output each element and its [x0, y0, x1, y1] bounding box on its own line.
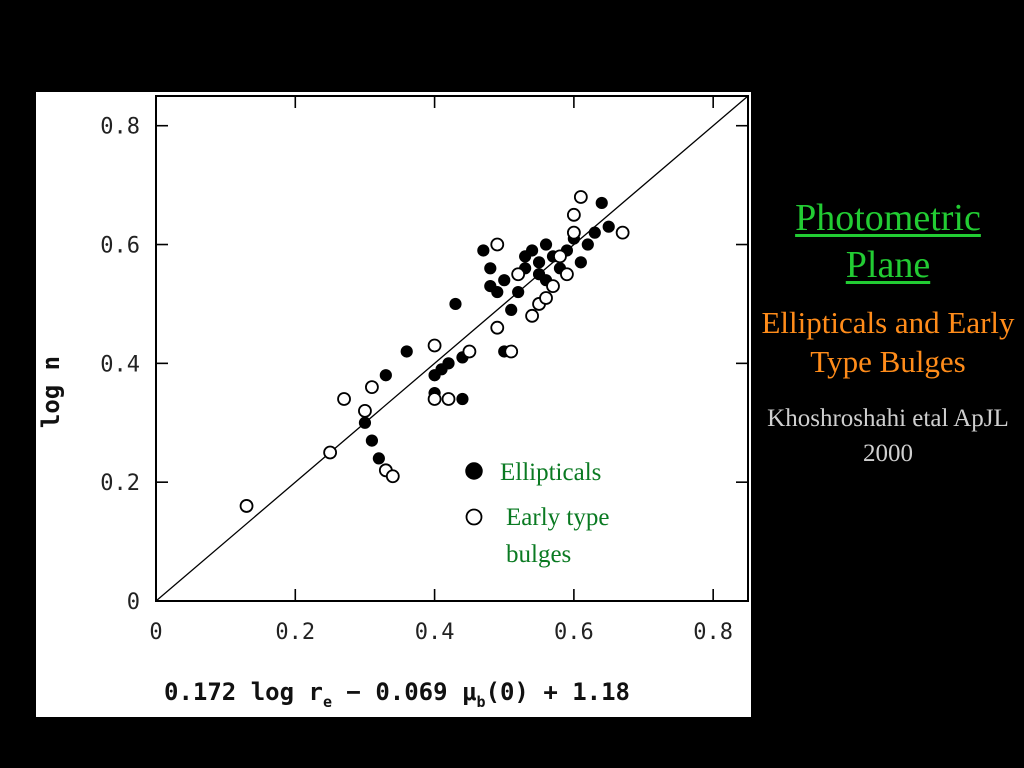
point-early-type-bulges-21: [566, 225, 581, 240]
slide-title: Photometric Plane: [795, 197, 981, 286]
point-early-type-bulges-0: [239, 499, 254, 513]
legend-label-ellipticals: Ellipticals: [500, 459, 601, 486]
slide-subtitle: Ellipticals and Early Type Bulges: [761, 305, 1015, 379]
x-tick-label-3: 0.6: [554, 620, 594, 645]
legend-marker-early-type-bulges: [465, 508, 483, 526]
ticks-layer: 0 0.2 0.4 0.6 0.8 0 0.2 0.4 0.6 0.8: [100, 96, 748, 645]
point-early-type-bulges-17: [539, 291, 553, 305]
point-ellipticals-16: [491, 285, 504, 299]
points-layer: [239, 190, 630, 513]
x-axis-label: 0.172 log re − 0.069 μb(0) + 1.18: [164, 678, 630, 711]
point-ellipticals-5: [400, 345, 413, 358]
point-early-type-bulges-4: [365, 380, 379, 395]
scatter-plot: 0 0.2 0.4 0.6 0.8 0 0.2 0.4 0.6 0.8 log n 0.172 l…: [37, 95, 749, 711]
point-early-type-bulges-13: [504, 344, 519, 359]
point-ellipticals-9: [442, 357, 455, 370]
point-ellipticals-28: [539, 238, 553, 251]
point-early-type-bulges-14: [511, 267, 526, 282]
x-axis-label-mu: μ: [462, 678, 476, 706]
point-ellipticals-19: [505, 303, 518, 316]
x-axis-label-part-b: − 0.069: [332, 678, 462, 706]
plot-frame: [155, 95, 749, 602]
y-tick-label-4: 0.8: [100, 115, 140, 140]
x-tick-label-2: 0.4: [415, 620, 455, 645]
point-early-type-bulges-1: [323, 445, 338, 460]
point-ellipticals-33: [574, 256, 587, 269]
y-tick-label-3: 0.6: [100, 234, 140, 259]
point-early-type-bulges-10: [462, 344, 477, 359]
point-ellipticals-10: [449, 297, 462, 311]
point-ellipticals-26: [532, 256, 546, 269]
point-ellipticals-36: [595, 196, 608, 210]
legend-label-line-2: bulges: [506, 541, 571, 568]
point-ellipticals-34: [581, 238, 594, 251]
point-ellipticals-35: [588, 226, 601, 239]
point-early-type-bulges-15: [525, 308, 539, 323]
slide-credit: Khoshroshahi etal ApJL 2000: [767, 405, 1009, 467]
x-tick-label-0: 0: [149, 620, 162, 645]
point-early-type-bulges-18: [546, 279, 560, 294]
x-axis-label-sub-e: e: [323, 693, 332, 711]
point-early-type-bulges-8: [427, 338, 442, 353]
legend-marker-ellipticals: [465, 462, 483, 480]
y-tick-label-1: 0.2: [100, 471, 140, 496]
fit-line: [155, 95, 749, 602]
x-tick-label-1: 0.2: [275, 620, 315, 645]
y-axis-label: log n: [37, 356, 65, 428]
point-ellipticals-15: [484, 262, 497, 275]
legend-label-line-1: Early type: [506, 504, 609, 531]
point-early-type-bulges-11: [490, 320, 505, 335]
point-early-type-bulges-9: [441, 392, 456, 406]
point-early-type-bulges-7: [427, 392, 442, 406]
legend-label-early-type-bulges: Early type bulges: [506, 504, 616, 568]
point-early-type-bulges-6: [385, 469, 400, 484]
y-tick-label-2: 0.4: [100, 352, 140, 377]
point-ellipticals-1: [365, 434, 379, 447]
point-ellipticals-2: [372, 452, 385, 465]
point-early-type-bulges-22: [566, 207, 581, 222]
point-early-type-bulges-23: [573, 190, 588, 204]
side-panel: Photometric Plane Ellipticals and Early …: [752, 195, 1024, 471]
point-early-type-bulges-19: [553, 249, 567, 264]
point-early-type-bulges-20: [560, 267, 574, 282]
point-early-type-bulges-2: [337, 392, 351, 406]
x-axis-label-sub-b: b: [476, 693, 485, 711]
point-ellipticals-0: [358, 416, 372, 429]
point-ellipticals-37: [602, 220, 615, 233]
point-ellipticals-20: [512, 285, 525, 299]
x-tick-label-4: 0.8: [693, 620, 733, 645]
x-axis-label-part-a: 0.172 log r: [164, 678, 323, 706]
plot-panel: 0 0.2 0.4 0.6 0.8 0 0.2 0.4 0.6 0.8 log n 0.172 l…: [36, 92, 751, 717]
y-tick-label-0: 0: [127, 590, 140, 615]
legend: Ellipticals Early type bulges: [465, 459, 616, 568]
point-ellipticals-11: [456, 392, 469, 406]
point-early-type-bulges-3: [358, 403, 372, 418]
x-axis-label-part-c: (0) + 1.18: [486, 678, 631, 706]
point-ellipticals-18: [498, 274, 511, 287]
point-ellipticals-24: [525, 244, 539, 257]
point-early-type-bulges-24: [615, 225, 630, 240]
point-ellipticals-4: [379, 369, 392, 382]
point-ellipticals-13: [477, 244, 490, 257]
point-early-type-bulges-12: [490, 237, 505, 252]
